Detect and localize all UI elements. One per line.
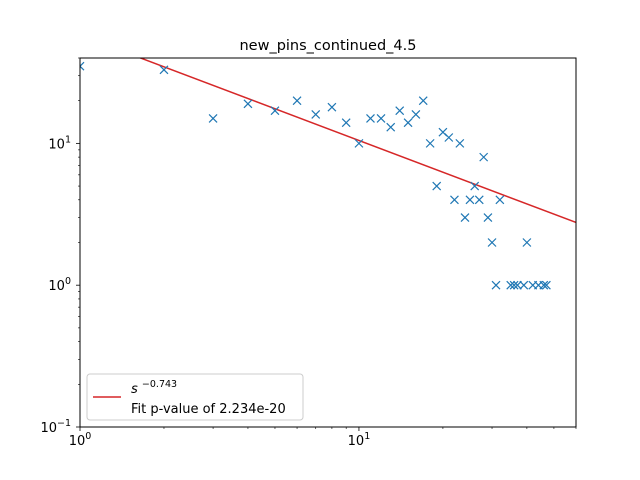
data-point-5: [292, 96, 302, 106]
data-point-14: [403, 118, 413, 128]
data-points: [80, 61, 551, 290]
y-tick-label-0: 10−1: [40, 418, 71, 436]
data-point-24: [465, 195, 475, 205]
data-point-39: [539, 280, 549, 290]
data-point-32: [506, 280, 516, 290]
fit-line-group: [138, 58, 576, 224]
data-point-22: [455, 138, 465, 148]
data-point-17: [425, 138, 435, 148]
data-point-33: [509, 280, 519, 290]
data-point-6: [311, 110, 321, 119]
data-point-20: [444, 133, 454, 142]
legend: s −0.743 Fit p-value of 2.234e-20: [86, 373, 304, 421]
legend-box: [86, 373, 304, 421]
y-tick-label-2: 101: [48, 134, 71, 152]
data-point-13: [395, 106, 405, 116]
data-point-18: [432, 181, 442, 191]
y-axis: 10−1 100 101: [40, 57, 80, 436]
data-point-2: [208, 113, 218, 123]
data-point-10: [366, 113, 375, 123]
legend-label-base: s: [131, 382, 138, 397]
data-point-9: [354, 138, 364, 148]
data-point-16: [418, 96, 428, 106]
data-point-34: [513, 280, 522, 290]
data-point-29: [487, 238, 497, 247]
data-point-12: [386, 122, 396, 132]
legend-label-fit: s −0.743: [131, 379, 177, 397]
data-point-21: [450, 195, 459, 205]
fit-line: [138, 58, 576, 224]
data-point-7: [327, 102, 337, 112]
x-tick-label-0: 100: [69, 431, 92, 449]
data-point-4: [270, 106, 280, 116]
data-point-15: [411, 110, 421, 119]
chart-title: new_pins_continued_4.5: [239, 38, 416, 54]
x-axis: 100 101: [69, 427, 577, 449]
data-point-23: [460, 213, 470, 222]
data-point-11: [376, 113, 386, 123]
data-point-28: [483, 213, 493, 222]
data-point-30: [491, 280, 501, 290]
data-point-35: [519, 280, 529, 290]
data-point-40: [541, 280, 551, 290]
data-point-0: [80, 61, 85, 71]
legend-label-exponent: −0.743: [142, 379, 177, 390]
y-tick-label-1: 100: [48, 276, 71, 294]
x-tick-label-1: 101: [348, 431, 371, 449]
data-point-27: [479, 152, 489, 162]
data-point-3: [243, 99, 253, 109]
plot-area: [80, 58, 576, 290]
data-point-1: [159, 65, 169, 75]
data-point-25: [470, 181, 480, 191]
data-point-8: [341, 118, 351, 128]
data-point-36: [522, 238, 532, 247]
legend-label-pvalue: Fit p-value of 2.234e-20: [131, 402, 286, 417]
data-point-26: [474, 195, 484, 205]
data-point-31: [495, 195, 505, 205]
